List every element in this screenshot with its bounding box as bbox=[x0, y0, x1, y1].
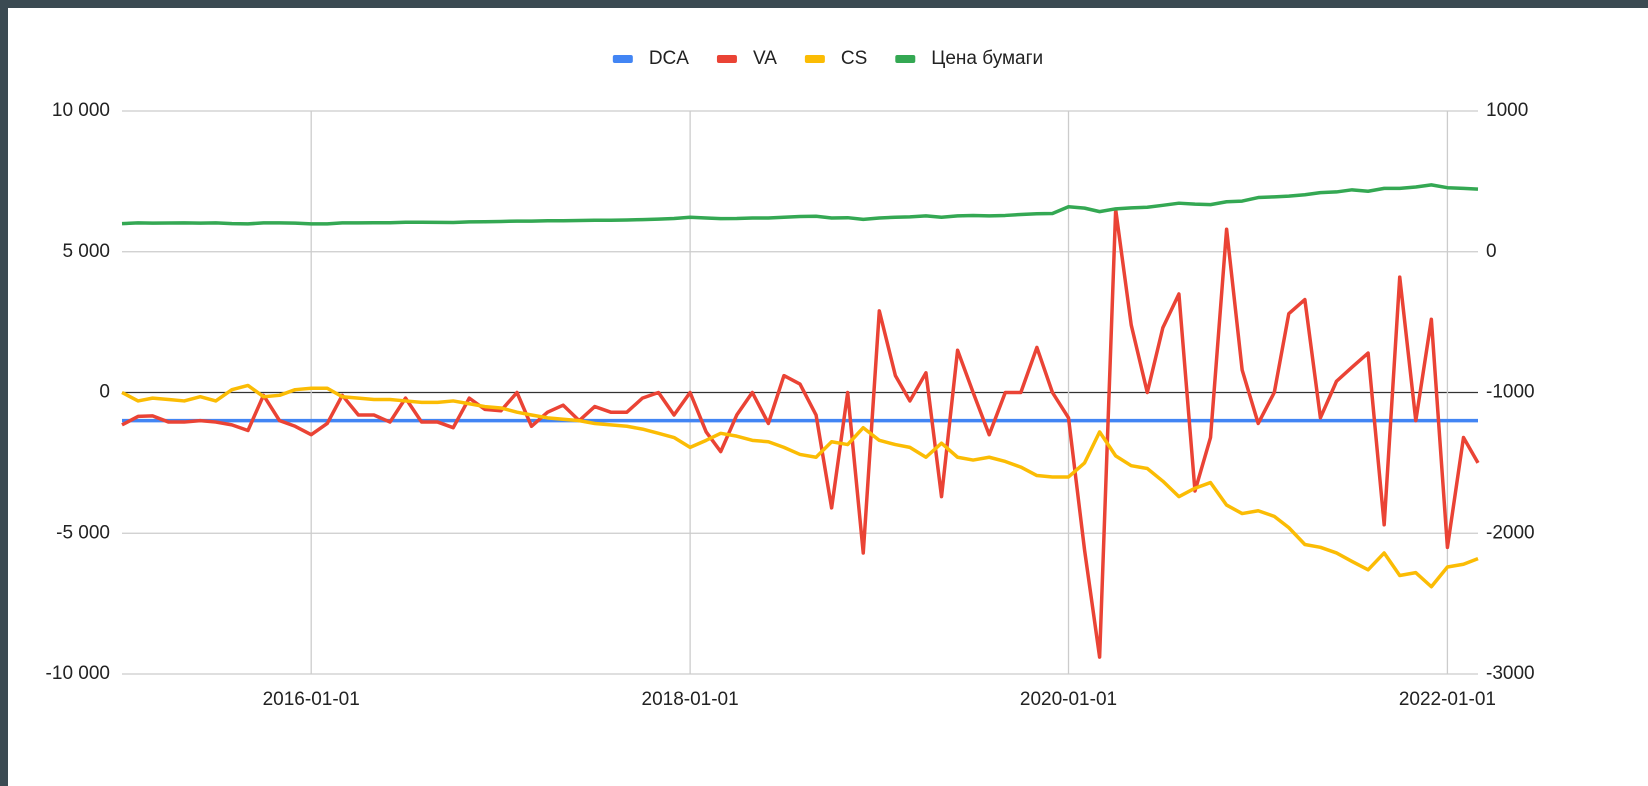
x-tick-label: 2016-01-01 bbox=[263, 689, 360, 710]
legend-swatch bbox=[895, 55, 916, 63]
y2-tick-label: 1000 bbox=[1486, 100, 1528, 121]
legend-label: Цена бумаги bbox=[931, 48, 1043, 69]
y-tick-label: 10 000 bbox=[52, 100, 110, 121]
x-tick-label: 2020-01-01 bbox=[1020, 689, 1117, 710]
y2-tick-label: -2000 bbox=[1486, 522, 1535, 543]
legend-label: DCA bbox=[649, 48, 689, 69]
grid bbox=[122, 110, 1478, 675]
chart-background bbox=[8, 8, 1648, 786]
series-line bbox=[121, 183, 1479, 226]
series-line bbox=[121, 383, 1479, 589]
legend: DCA VA CS Цена бумаги bbox=[612, 48, 1043, 69]
legend-label: VA bbox=[753, 48, 777, 69]
y2-tick-label: 0 bbox=[1486, 241, 1497, 262]
y-tick-label: -5 000 bbox=[56, 522, 110, 543]
y-tick-label: 0 bbox=[99, 382, 110, 403]
legend-label: CS bbox=[841, 48, 867, 69]
x-tick-label: 2022-01-01 bbox=[1399, 689, 1496, 710]
legend-swatch bbox=[716, 55, 737, 63]
legend-swatch bbox=[804, 55, 825, 63]
y-tick-label: 5 000 bbox=[62, 241, 110, 262]
y-tick-label: -10 000 bbox=[46, 663, 110, 684]
series-line bbox=[121, 207, 1480, 659]
y2-tick-label: -3000 bbox=[1486, 663, 1535, 684]
y2-tick-label: -1000 bbox=[1486, 382, 1535, 403]
legend-swatch bbox=[612, 55, 633, 63]
x-tick-label: 2018-01-01 bbox=[642, 689, 739, 710]
